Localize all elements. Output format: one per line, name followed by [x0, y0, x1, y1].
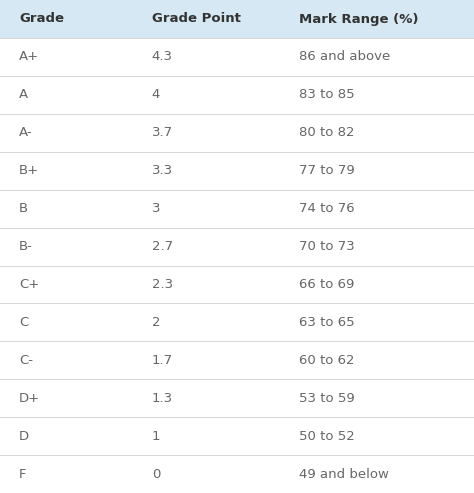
Text: B-: B- — [19, 240, 33, 253]
Text: 3.7: 3.7 — [152, 126, 173, 140]
Text: Mark Range (%): Mark Range (%) — [299, 12, 418, 26]
Text: 49 and below: 49 and below — [299, 467, 389, 481]
Text: F: F — [19, 467, 27, 481]
Text: C: C — [19, 316, 28, 329]
Text: 3: 3 — [152, 202, 160, 215]
Bar — [0, 341, 474, 379]
Bar — [0, 114, 474, 152]
Text: 50 to 52: 50 to 52 — [299, 429, 355, 443]
Bar — [0, 38, 474, 76]
Text: 80 to 82: 80 to 82 — [299, 126, 354, 140]
Text: 70 to 73: 70 to 73 — [299, 240, 355, 253]
Text: 83 to 85: 83 to 85 — [299, 88, 354, 102]
Bar — [0, 303, 474, 341]
Text: 86 and above: 86 and above — [299, 50, 390, 64]
Text: 60 to 62: 60 to 62 — [299, 354, 354, 367]
Bar — [0, 417, 474, 455]
Text: 2: 2 — [152, 316, 160, 329]
Text: C+: C+ — [19, 278, 39, 291]
Bar — [0, 228, 474, 266]
Text: 74 to 76: 74 to 76 — [299, 202, 354, 215]
Text: 1.7: 1.7 — [152, 354, 173, 367]
Bar — [0, 379, 474, 417]
Text: C-: C- — [19, 354, 33, 367]
Text: 2.7: 2.7 — [152, 240, 173, 253]
Text: 1.3: 1.3 — [152, 392, 173, 405]
Text: D+: D+ — [19, 392, 40, 405]
Bar — [0, 76, 474, 114]
Text: A: A — [19, 88, 28, 102]
Text: 3.3: 3.3 — [152, 164, 173, 177]
Text: 63 to 65: 63 to 65 — [299, 316, 354, 329]
Text: D: D — [19, 429, 29, 443]
Text: 4: 4 — [152, 88, 160, 102]
Bar — [0, 266, 474, 303]
Text: 4.3: 4.3 — [152, 50, 173, 64]
Bar — [0, 190, 474, 228]
Text: A-: A- — [19, 126, 33, 140]
Text: 77 to 79: 77 to 79 — [299, 164, 355, 177]
Text: Grade Point: Grade Point — [152, 12, 240, 26]
Text: B: B — [19, 202, 28, 215]
Bar — [0, 455, 474, 493]
Text: 66 to 69: 66 to 69 — [299, 278, 354, 291]
Text: B+: B+ — [19, 164, 39, 177]
Text: 0: 0 — [152, 467, 160, 481]
Text: A+: A+ — [19, 50, 39, 64]
Text: Grade: Grade — [19, 12, 64, 26]
Text: 2.3: 2.3 — [152, 278, 173, 291]
Bar — [0, 0, 474, 38]
Bar — [0, 152, 474, 190]
Text: 1: 1 — [152, 429, 160, 443]
Text: 53 to 59: 53 to 59 — [299, 392, 355, 405]
